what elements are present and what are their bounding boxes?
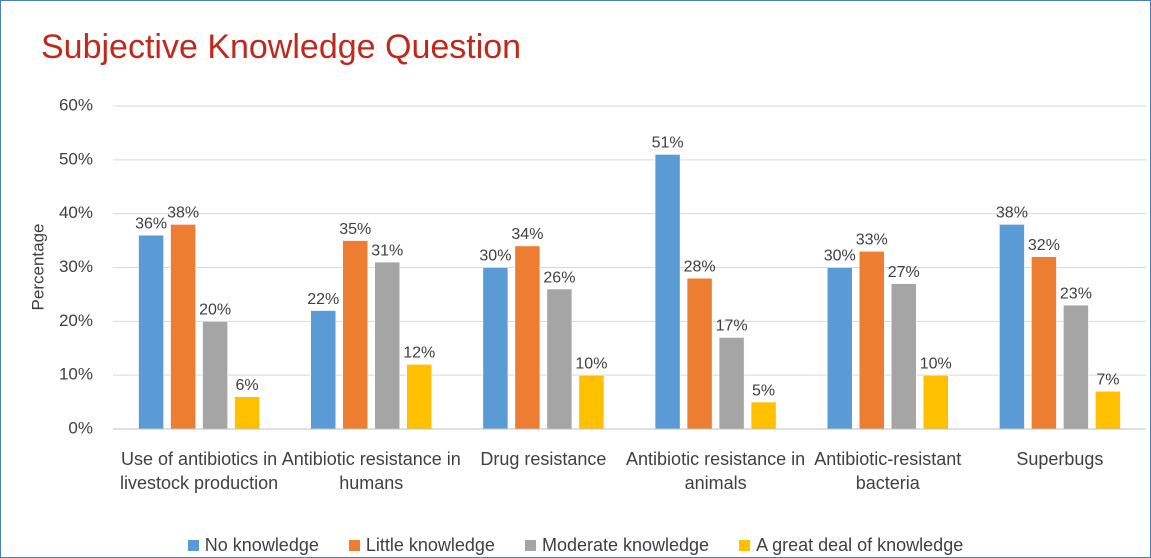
data-label: 33% bbox=[856, 232, 888, 249]
x-tick-label: Drug resistance bbox=[480, 449, 607, 469]
legend-swatch bbox=[524, 540, 536, 551]
data-label: 17% bbox=[716, 318, 748, 335]
bar bbox=[1095, 391, 1121, 430]
x-tick-label: Superbugs bbox=[1016, 449, 1104, 469]
bar bbox=[482, 267, 509, 430]
y-tick-label: 0% bbox=[68, 418, 93, 437]
bar bbox=[202, 321, 228, 430]
data-label: 22% bbox=[307, 291, 339, 308]
legend-item: Moderate knowledge bbox=[524, 535, 710, 556]
bar bbox=[891, 283, 917, 430]
legend-label: No knowledge bbox=[204, 535, 319, 555]
chart-title: Subjective Knowledge Question bbox=[41, 28, 521, 66]
bar bbox=[374, 261, 400, 430]
bar bbox=[578, 374, 605, 430]
y-tick-label: 50% bbox=[59, 149, 93, 168]
data-label: 36% bbox=[135, 215, 167, 232]
x-tick-label: Antibiotic resistance in humans bbox=[281, 449, 461, 493]
y-tick-label: 20% bbox=[59, 311, 93, 330]
bar bbox=[514, 245, 541, 430]
legend-item: A great deal of knowledge bbox=[739, 535, 963, 556]
legend-label: A great deal of knowledge bbox=[756, 535, 964, 555]
bar bbox=[310, 310, 336, 430]
bar bbox=[654, 154, 681, 430]
bar bbox=[923, 374, 949, 430]
legend-swatch bbox=[739, 540, 751, 551]
data-label: 23% bbox=[1060, 285, 1092, 302]
data-label: 38% bbox=[167, 205, 199, 222]
bar bbox=[234, 396, 260, 430]
legend-swatch bbox=[348, 540, 360, 551]
data-label: 27% bbox=[888, 264, 920, 281]
bar bbox=[546, 288, 573, 430]
x-tick-label: Use of antibiotics in livestock producti… bbox=[120, 449, 279, 493]
bar bbox=[170, 224, 196, 430]
data-label: 7% bbox=[1096, 372, 1119, 389]
data-label: 30% bbox=[479, 248, 511, 265]
legend-swatch bbox=[187, 540, 199, 551]
bar bbox=[406, 364, 432, 430]
data-label: 20% bbox=[199, 302, 231, 319]
bar bbox=[750, 401, 777, 430]
y-tick-label: 10% bbox=[59, 365, 93, 384]
data-label: 31% bbox=[371, 242, 403, 259]
data-label: 51% bbox=[652, 135, 684, 152]
bar bbox=[718, 337, 745, 430]
x-tick-label: Antibiotic-resistant bacteria bbox=[814, 449, 962, 493]
data-label: 6% bbox=[236, 377, 259, 394]
legend: No knowledge Little knowledge Moderate kno… bbox=[1, 535, 1150, 556]
data-label: 30% bbox=[824, 248, 856, 265]
bar bbox=[999, 224, 1025, 430]
bar bbox=[1031, 256, 1057, 430]
bar bbox=[827, 267, 853, 430]
data-label: 28% bbox=[684, 258, 716, 275]
y-tick-label: 30% bbox=[59, 257, 93, 276]
legend-label: Moderate knowledge bbox=[541, 535, 710, 555]
data-label: 10% bbox=[920, 355, 952, 372]
data-label: 34% bbox=[511, 226, 543, 243]
bar bbox=[859, 251, 885, 430]
data-label: 26% bbox=[543, 269, 575, 286]
bar bbox=[686, 278, 713, 430]
data-label: 38% bbox=[996, 205, 1028, 222]
y-tick-label: 40% bbox=[59, 203, 93, 222]
legend-item: Little knowledge bbox=[348, 535, 495, 556]
bar bbox=[1063, 304, 1089, 430]
legend-label: Little knowledge bbox=[365, 535, 495, 555]
data-label: 10% bbox=[575, 355, 607, 372]
bar bbox=[342, 240, 368, 430]
legend-item: No knowledge bbox=[187, 535, 319, 556]
data-label: 5% bbox=[752, 382, 775, 399]
data-label: 32% bbox=[1028, 237, 1060, 254]
x-tick-label: Antibiotic resistance in animals bbox=[626, 449, 806, 493]
data-label: 35% bbox=[339, 221, 371, 238]
data-label: 12% bbox=[403, 345, 435, 362]
y-axis-title: Percentage bbox=[28, 224, 47, 311]
y-tick-label: 60% bbox=[59, 95, 93, 114]
bar bbox=[138, 234, 164, 430]
